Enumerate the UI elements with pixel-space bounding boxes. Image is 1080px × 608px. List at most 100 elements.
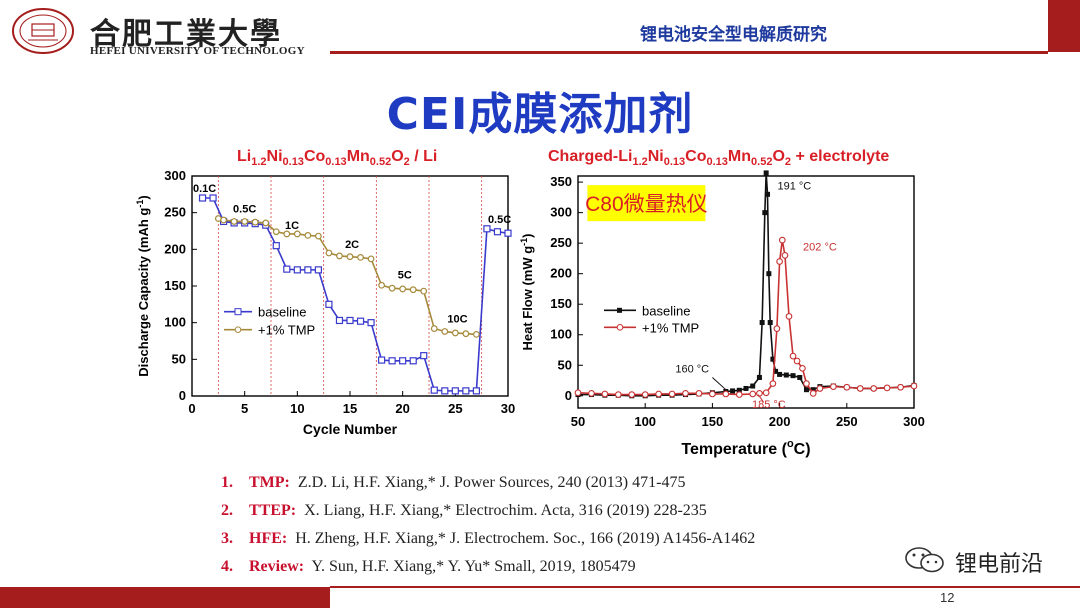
x-axis-label: Cycle Number	[303, 421, 398, 437]
data-point	[750, 383, 756, 389]
x-axis-label-part: o	[787, 438, 794, 450]
data-point	[790, 373, 796, 379]
title-text: O	[391, 148, 404, 165]
y-tick-label: 50	[558, 357, 572, 372]
y-tick-label: 100	[164, 315, 186, 330]
data-point	[357, 253, 364, 261]
data-point	[830, 383, 837, 390]
data-point	[655, 390, 662, 398]
data-point	[759, 320, 765, 326]
title-text: Co	[303, 148, 326, 165]
data-point	[430, 325, 438, 332]
footer-divider	[330, 586, 1080, 588]
y-tick-label: 250	[164, 205, 186, 220]
data-point	[910, 382, 918, 390]
data-point	[409, 286, 417, 294]
y-tick-label: 0	[565, 388, 572, 403]
x-tick-label: 0	[188, 401, 195, 416]
x-tick-label: 10	[290, 401, 304, 416]
y-tick-label: 200	[164, 241, 186, 256]
data-point	[399, 357, 407, 365]
peak-annotation: 185 °C	[752, 399, 786, 411]
plot-frame	[577, 175, 915, 409]
data-point	[378, 281, 386, 289]
data-point	[399, 285, 407, 293]
y-tick-label: 50	[172, 351, 186, 366]
annotation-arrow	[757, 394, 764, 403]
data-point	[451, 387, 459, 395]
chart-title-left: Li1.2Ni0.13Co0.13Mn0.52O2 / Li	[237, 148, 437, 168]
data-point	[601, 390, 609, 398]
data-point	[293, 230, 301, 238]
data-point	[574, 389, 582, 397]
data-point	[776, 258, 783, 265]
data-point	[883, 384, 891, 392]
data-point	[789, 352, 797, 360]
data-point	[504, 229, 512, 237]
data-point	[198, 194, 207, 202]
data-point	[335, 316, 344, 325]
legend-label: baseline	[642, 303, 690, 318]
y-tick-label: 150	[550, 296, 572, 311]
data-point	[773, 368, 779, 374]
data-point	[778, 236, 786, 244]
title-subscript: 2	[403, 156, 410, 169]
reference-item: 2. TTEP: X. Liang, H.F. Xiang,* Electroc…	[221, 502, 707, 519]
y-axis-label-sup: -1	[135, 200, 145, 208]
data-point	[493, 228, 502, 236]
data-point	[346, 253, 354, 261]
data-point	[388, 284, 396, 292]
reference-item: 1. TMP: Z.D. Li, H.F. Xiang,* J. Power S…	[221, 474, 686, 491]
y-axis-label-part: )	[520, 233, 535, 237]
x-tick-label: 20	[395, 401, 409, 416]
data-point	[641, 391, 649, 398]
data-point	[736, 387, 742, 393]
title-text: Li	[237, 148, 252, 165]
data-point	[793, 357, 801, 365]
data-point	[378, 356, 386, 364]
data-point	[709, 390, 716, 398]
data-point	[230, 218, 238, 225]
data-point	[283, 230, 291, 238]
title-text: Ni	[647, 148, 664, 165]
y-axis-label: Heat Flow (mW g-1)	[519, 233, 535, 350]
header-accent-block	[1048, 0, 1080, 52]
reference-item: 4. Review: Y. Sun, H.F. Xiang,* Y. Yu* S…	[221, 558, 636, 575]
data-point	[816, 385, 824, 392]
data-point	[762, 389, 770, 397]
title-subscript: 0.13	[706, 156, 728, 169]
data-point	[765, 191, 771, 197]
data-point	[251, 218, 259, 226]
data-point	[367, 255, 375, 263]
data-point	[304, 266, 312, 274]
data-point	[336, 252, 343, 260]
x-tick-label: 300	[903, 414, 925, 429]
data-point	[810, 387, 816, 393]
instrument-label: C80微量热仪	[585, 193, 708, 216]
footer-accent-block	[0, 587, 330, 608]
data-point	[367, 319, 375, 327]
y-tick-label: 150	[164, 278, 186, 293]
title-text: O	[772, 148, 785, 165]
y-tick-label: 100	[550, 327, 572, 342]
data-point	[420, 352, 428, 360]
legend-label: +1% TMP	[258, 323, 315, 338]
y-axis-label: Discharge Capacity (mAh g-1)	[135, 195, 151, 376]
university-seal-icon	[12, 8, 74, 54]
data-point	[735, 391, 743, 398]
data-point	[783, 372, 789, 378]
data-point	[695, 389, 703, 397]
data-point	[668, 390, 676, 398]
data-point	[856, 385, 864, 392]
series-line	[577, 239, 915, 396]
y-axis-label-part: -1	[519, 238, 529, 246]
rate-label: 1C	[285, 220, 299, 232]
data-point	[769, 380, 777, 387]
data-point	[356, 317, 365, 325]
data-point	[773, 325, 781, 332]
title-subscript: 0.13	[282, 156, 304, 169]
x-tick-label: 150	[702, 414, 724, 429]
title-subscript: 1.2	[251, 156, 267, 169]
x-tick-label: 200	[769, 414, 791, 429]
data-point	[763, 170, 769, 176]
